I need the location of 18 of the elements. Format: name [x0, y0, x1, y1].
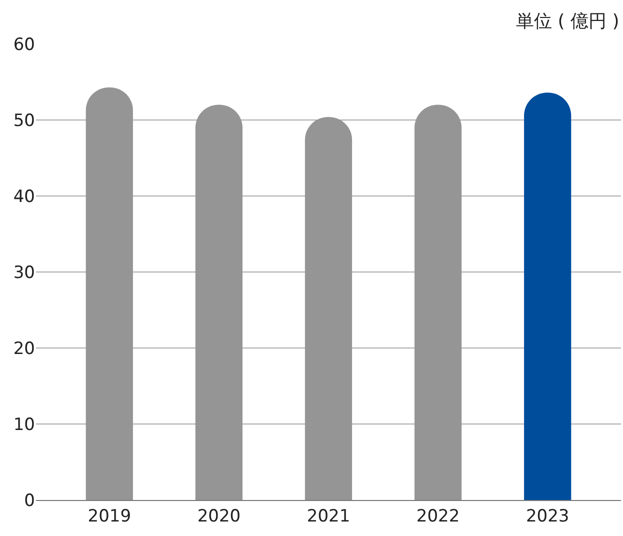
- y-tick-label: 0: [24, 490, 35, 511]
- x-tick-label: 2019: [88, 506, 132, 526]
- x-tick-label: 2023: [526, 506, 570, 526]
- y-axis-title: 単位 ( 億円 ): [516, 11, 620, 32]
- y-tick-label: 20: [13, 338, 35, 359]
- y-tick-label: 50: [13, 110, 35, 131]
- x-tick-label: 2022: [416, 506, 460, 526]
- y-tick-label: 40: [13, 186, 35, 207]
- bar: [86, 87, 133, 500]
- bar: [524, 92, 572, 500]
- y-tick-label: 10: [13, 414, 35, 435]
- bar: [414, 104, 462, 500]
- x-tick-label: 2021: [306, 506, 350, 526]
- y-tick-label: 30: [13, 262, 35, 283]
- y-tick-label: 60: [13, 34, 35, 55]
- bar: [195, 104, 242, 500]
- x-tick-label: 2020: [197, 506, 241, 526]
- bar: [304, 116, 352, 500]
